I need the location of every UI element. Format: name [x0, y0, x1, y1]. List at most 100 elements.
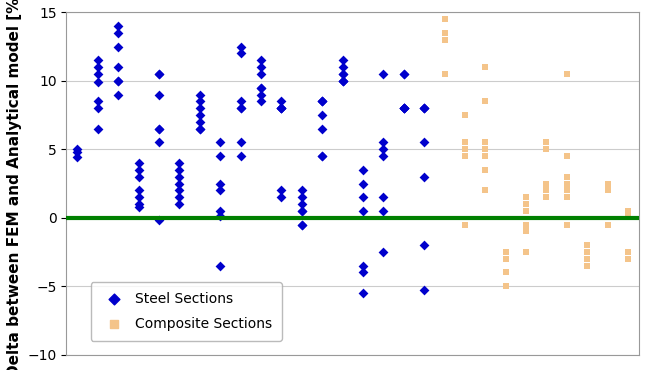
Point	[276, 105, 287, 111]
Point	[541, 181, 552, 186]
Point	[582, 256, 592, 262]
Point	[460, 146, 470, 152]
Point	[562, 222, 572, 228]
Point	[174, 174, 185, 179]
Point	[297, 201, 307, 207]
Point	[501, 249, 511, 255]
Point	[439, 16, 450, 22]
Point	[113, 64, 123, 70]
Point	[215, 187, 225, 193]
Point	[194, 126, 205, 132]
Point	[582, 242, 592, 248]
Point	[297, 187, 307, 193]
Point	[439, 30, 450, 36]
Point	[439, 71, 450, 77]
Point	[603, 187, 613, 193]
Point	[276, 105, 287, 111]
Point	[623, 212, 633, 218]
Point	[623, 256, 633, 262]
Point	[134, 204, 144, 210]
Point	[358, 263, 368, 269]
Point	[480, 146, 490, 152]
Point	[501, 283, 511, 289]
Point	[93, 71, 103, 77]
Point	[174, 160, 185, 166]
Point	[276, 105, 287, 111]
Point	[541, 187, 552, 193]
Point	[501, 256, 511, 262]
Point	[603, 222, 613, 228]
Point	[460, 112, 470, 118]
Point	[582, 242, 592, 248]
Point	[154, 218, 164, 223]
Point	[378, 139, 388, 145]
Point	[501, 249, 511, 255]
Point	[562, 174, 572, 179]
Point	[358, 194, 368, 200]
Point	[358, 208, 368, 214]
Point	[235, 105, 245, 111]
Point	[174, 194, 185, 200]
Point	[582, 249, 592, 255]
Point	[256, 71, 266, 77]
Point	[215, 208, 225, 214]
Point	[419, 287, 430, 293]
Point	[194, 126, 205, 132]
Point	[93, 126, 103, 132]
Point	[399, 71, 409, 77]
Point	[582, 263, 592, 269]
Point	[541, 139, 552, 145]
Point	[521, 249, 531, 255]
Point	[337, 64, 348, 70]
Point	[378, 194, 388, 200]
Point	[194, 112, 205, 118]
Point	[378, 146, 388, 152]
Point	[93, 79, 103, 85]
Point	[93, 105, 103, 111]
Point	[623, 208, 633, 214]
Point	[72, 146, 83, 152]
Point	[215, 139, 225, 145]
Point	[419, 105, 430, 111]
Point	[194, 92, 205, 98]
Point	[337, 78, 348, 84]
Point	[113, 44, 123, 50]
Point	[134, 187, 144, 193]
Point	[337, 78, 348, 84]
Point	[194, 119, 205, 125]
Point	[256, 98, 266, 104]
Point	[460, 139, 470, 145]
Point	[603, 187, 613, 193]
Point	[358, 167, 368, 173]
Point	[439, 37, 450, 43]
Point	[215, 153, 225, 159]
Point	[235, 98, 245, 104]
Point	[399, 105, 409, 111]
Point	[562, 71, 572, 77]
Point	[256, 85, 266, 91]
Point	[501, 269, 511, 275]
Point	[276, 187, 287, 193]
Point	[154, 126, 164, 132]
Point	[174, 201, 185, 207]
Point	[113, 30, 123, 36]
Point	[317, 153, 328, 159]
Point	[93, 57, 103, 63]
Point	[215, 263, 225, 269]
Point	[439, 30, 450, 36]
Point	[358, 181, 368, 186]
Point	[460, 153, 470, 159]
Point	[93, 98, 103, 104]
Point	[134, 194, 144, 200]
Point	[276, 98, 287, 104]
Point	[113, 78, 123, 84]
Point	[521, 208, 531, 214]
Point	[317, 126, 328, 132]
Point	[419, 242, 430, 248]
Point	[72, 155, 83, 161]
Point	[297, 208, 307, 214]
Point	[460, 222, 470, 228]
Point	[521, 201, 531, 207]
Point	[113, 78, 123, 84]
Point	[297, 208, 307, 214]
